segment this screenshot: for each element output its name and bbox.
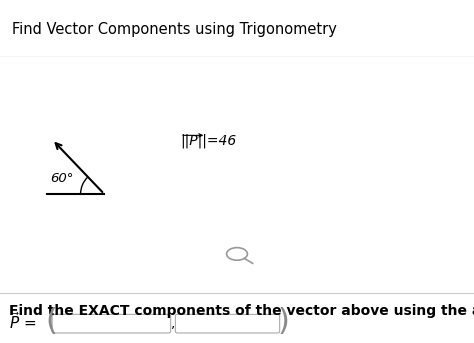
Text: ): )	[277, 307, 289, 336]
FancyBboxPatch shape	[52, 314, 171, 333]
Text: $\vec{P}$ =: $\vec{P}$ =	[9, 311, 36, 332]
Text: Find Vector Components using Trigonometry: Find Vector Components using Trigonometr…	[12, 22, 337, 37]
Text: ,: ,	[171, 316, 175, 330]
Text: ||P||=46: ||P||=46	[180, 134, 237, 148]
FancyBboxPatch shape	[175, 314, 280, 333]
Text: (: (	[45, 307, 57, 336]
Text: 60°: 60°	[50, 173, 73, 186]
Text: Find the EXACT components of the vector above using the angle shown.: Find the EXACT components of the vector …	[9, 304, 474, 318]
